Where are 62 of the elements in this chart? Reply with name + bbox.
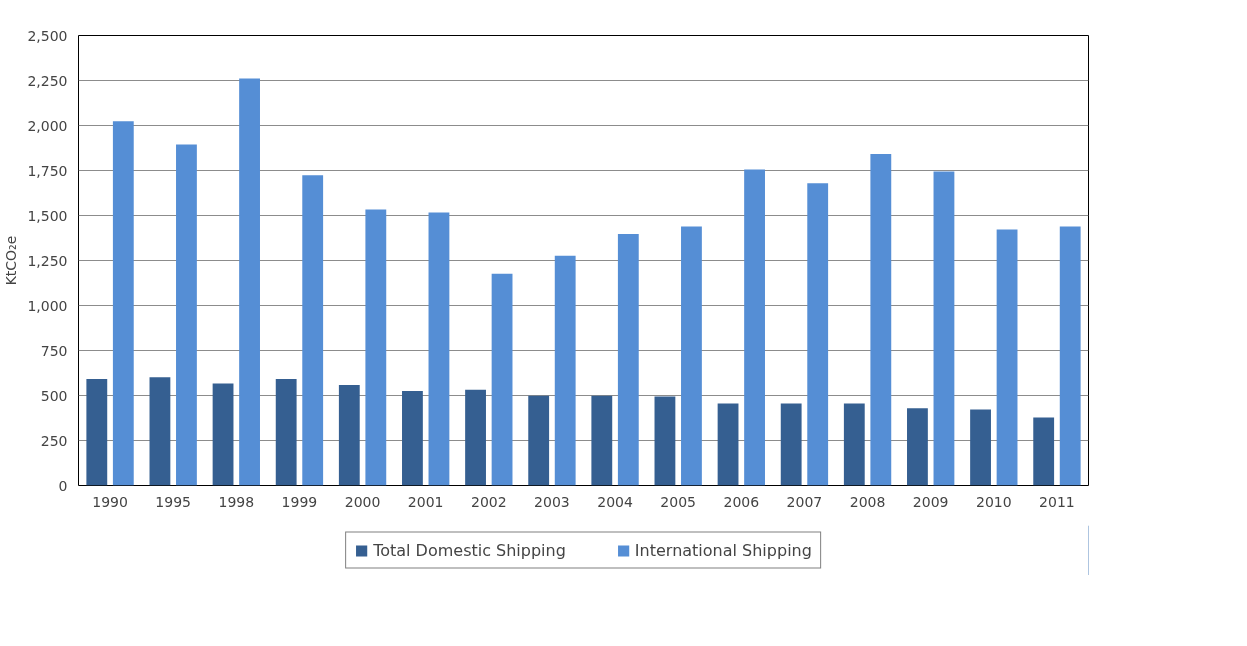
x-tick-label: 1995	[155, 493, 192, 510]
bar	[907, 408, 928, 486]
x-tick-label: 2008	[849, 493, 886, 510]
y-tick-label: 1,500	[27, 207, 68, 224]
x-tick-label: 2000	[344, 493, 381, 510]
x-tick-label: 2001	[407, 493, 444, 510]
x-tick-label: 2010	[976, 493, 1012, 510]
bar	[176, 144, 197, 486]
bar	[807, 183, 829, 486]
bar	[402, 391, 423, 486]
y-tick-label: 750	[40, 342, 68, 359]
y-tick-label: 1,000	[27, 297, 68, 314]
y-tick-label: 1,750	[27, 162, 68, 179]
bar	[491, 273, 513, 486]
x-tick-label: 1999	[281, 493, 318, 510]
y-tick-label: 2,250	[27, 72, 68, 89]
y-tick-label: 1,250	[27, 252, 68, 269]
x-tick-label: 2006	[723, 493, 760, 510]
bar	[870, 153, 892, 486]
bar	[843, 403, 865, 486]
y-tick-label: 2,500	[27, 27, 68, 44]
y-axis-title: KtCO₂e	[3, 235, 20, 286]
x-tick-label: 2011	[1039, 493, 1075, 510]
x-tick-label: 2003	[534, 493, 570, 510]
y-tick-label: 2,000	[27, 117, 68, 134]
bar	[717, 403, 739, 486]
bar	[933, 171, 955, 486]
bar	[275, 378, 297, 486]
x-tick-label: 2004	[597, 493, 633, 510]
bar	[654, 396, 676, 486]
y-tick-label: 250	[40, 432, 68, 449]
bar	[780, 403, 802, 486]
bar	[465, 389, 486, 486]
bar	[149, 377, 171, 486]
x-tick-label: 1990	[92, 493, 128, 510]
bar	[1033, 417, 1055, 486]
bar	[86, 378, 108, 486]
bar	[428, 212, 450, 486]
x-tick-label: 2005	[660, 493, 697, 510]
x-tick-label: 2002	[471, 493, 507, 510]
bar	[1059, 226, 1081, 486]
bar	[239, 78, 260, 486]
legend-label: Total Domestic Shipping	[373, 540, 566, 560]
y-tick-label: 500	[40, 387, 68, 404]
x-tick-label: 2007	[786, 493, 823, 510]
bar	[681, 226, 702, 486]
y-tick-label: 0	[58, 477, 68, 494]
bar	[212, 383, 234, 486]
bar	[338, 384, 360, 486]
bar	[744, 169, 765, 486]
bar	[996, 229, 1018, 486]
x-tick-label: 2009	[912, 493, 949, 510]
bar	[365, 209, 387, 486]
bar	[970, 409, 991, 486]
legend-label: International Shipping	[634, 540, 812, 560]
bar	[302, 175, 324, 486]
bar	[617, 234, 639, 486]
bar	[112, 121, 134, 486]
bar	[528, 395, 550, 486]
x-tick-label: 1998	[218, 493, 255, 510]
bar	[554, 255, 576, 486]
bar	[591, 395, 613, 486]
